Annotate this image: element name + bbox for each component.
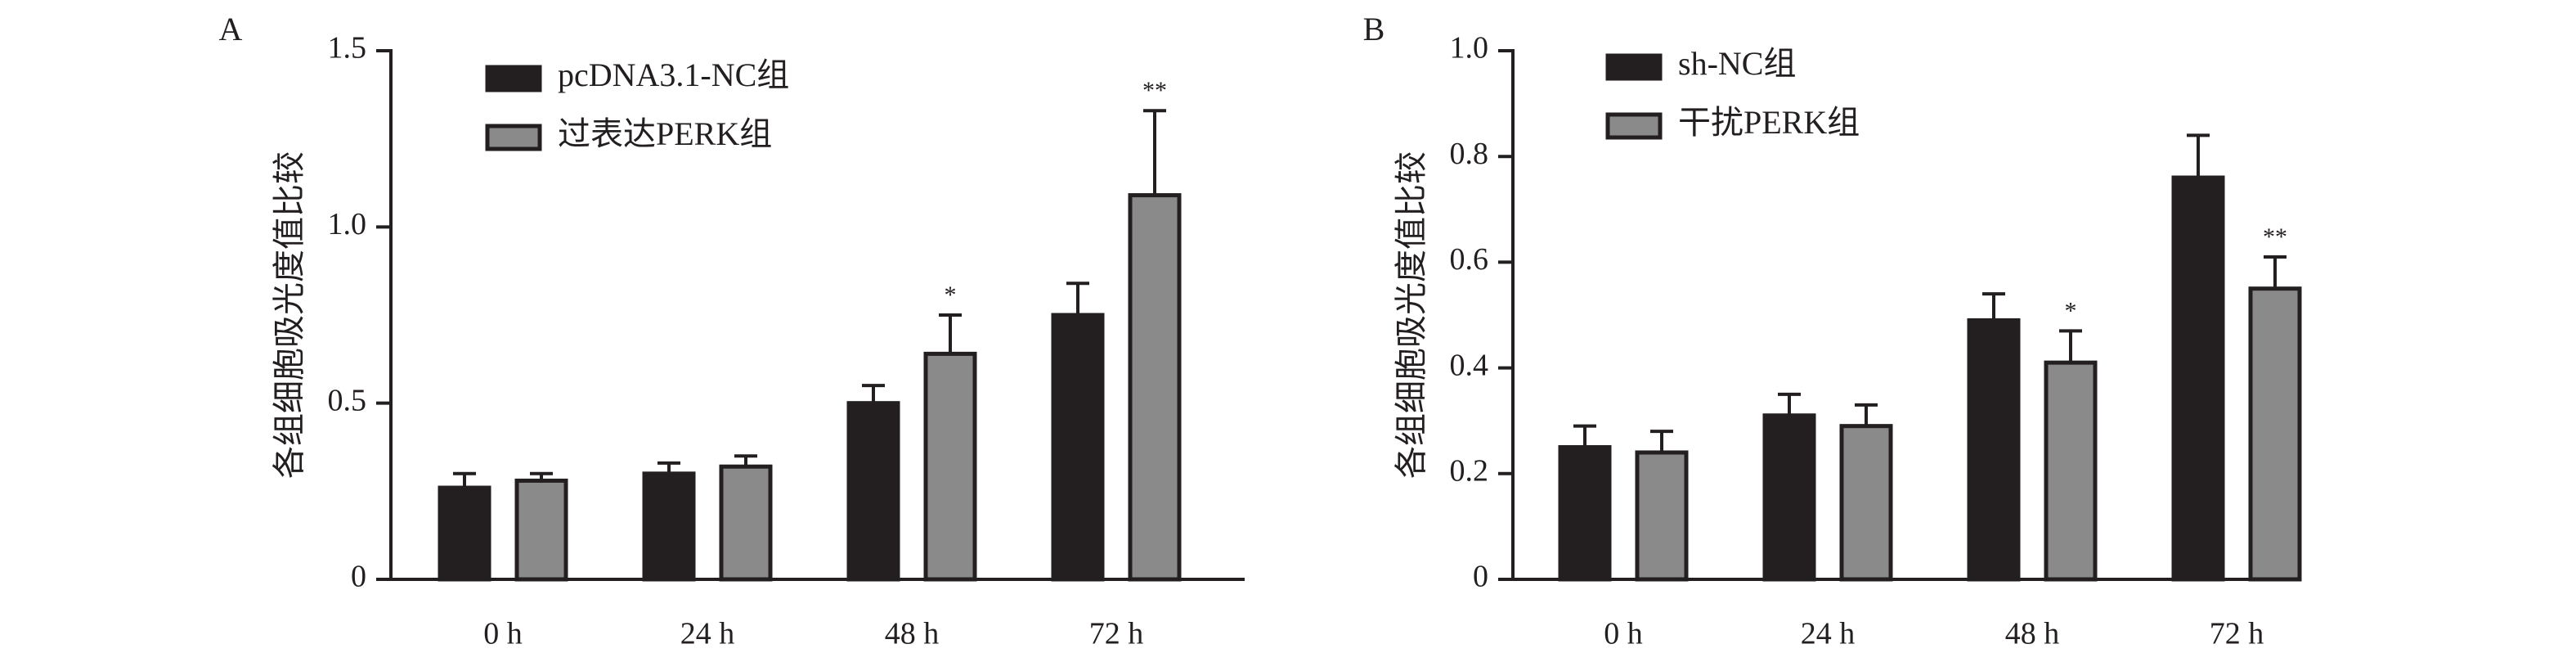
- bar-perk: [1839, 424, 1893, 582]
- bar-perk: [2248, 286, 2302, 582]
- significance-mark: **: [2263, 223, 2287, 250]
- y-tick-label: 0.2: [1450, 454, 1489, 489]
- y-tick-label: 1.5: [328, 31, 367, 65]
- panel-label: B: [1363, 11, 1385, 47]
- x-tick-label: 0 h: [1604, 617, 1643, 651]
- y-tick-label: 0.4: [1450, 348, 1489, 382]
- y-axis-title: 各组细胞吸光度值比较: [1393, 151, 1429, 479]
- legend-swatch: [485, 65, 542, 92]
- y-tick-label: 0: [351, 560, 366, 594]
- x-tick-label: 0 h: [483, 617, 523, 651]
- y-tick-label: 1.0: [1450, 31, 1489, 65]
- x-tick-label: 48 h: [2005, 617, 2060, 651]
- legend-label: 过表达PERK组: [558, 115, 772, 152]
- x-tick-label: 24 h: [1801, 617, 1856, 651]
- y-tick-label: 1.0: [328, 207, 367, 241]
- significance-mark: *: [2065, 297, 2077, 324]
- bar-control: [438, 485, 491, 582]
- significance-mark: **: [1142, 77, 1167, 104]
- y-tick-label: 0.8: [1450, 137, 1489, 171]
- y-tick-label: 0.5: [328, 383, 367, 417]
- bar-control: [1762, 413, 1816, 582]
- bar-control: [846, 401, 900, 582]
- legend-label: sh-NC组: [1678, 45, 1796, 82]
- bar-perk: [719, 464, 773, 582]
- panel-label: A: [219, 11, 243, 47]
- legend-swatch: [1605, 112, 1663, 140]
- bar-control: [1558, 445, 1612, 582]
- bar-perk: [1635, 450, 1689, 582]
- legend-label: 干扰PERK组: [1678, 104, 1860, 141]
- y-axis-title: 各组细胞吸光度值比较: [271, 151, 307, 479]
- bar-control: [2171, 175, 2225, 582]
- bar-perk: [923, 351, 977, 582]
- legend-swatch: [485, 124, 542, 151]
- bar-control: [1051, 313, 1105, 582]
- x-tick-label: 24 h: [680, 617, 735, 651]
- x-tick-label: 72 h: [2210, 617, 2264, 651]
- bar-perk: [2044, 360, 2098, 582]
- y-tick-label: 0: [1473, 560, 1488, 594]
- bar-control: [1967, 317, 2021, 582]
- legend-swatch: [1605, 53, 1663, 81]
- bar-perk: [514, 478, 568, 582]
- x-tick-label: 72 h: [1089, 617, 1144, 651]
- significance-mark: *: [945, 281, 957, 308]
- chart-panel-a: A 0 0.5 1.0 1.5 各组细胞吸光度值比较 0 h 24 h * 48 h ** 72 h p…: [219, 11, 1245, 651]
- chart-panel-b: B 0 0.2 0.4 0.6 0.8 1.0 各组细胞吸光度值比较 0 h 24 h * 48 h *…: [1363, 11, 2302, 651]
- bar-control: [642, 471, 696, 582]
- legend-label: pcDNA3.1-NC组: [558, 56, 789, 93]
- bar-perk: [1128, 193, 1182, 582]
- x-tick-label: 48 h: [885, 617, 940, 651]
- y-tick-label: 0.6: [1450, 242, 1489, 277]
